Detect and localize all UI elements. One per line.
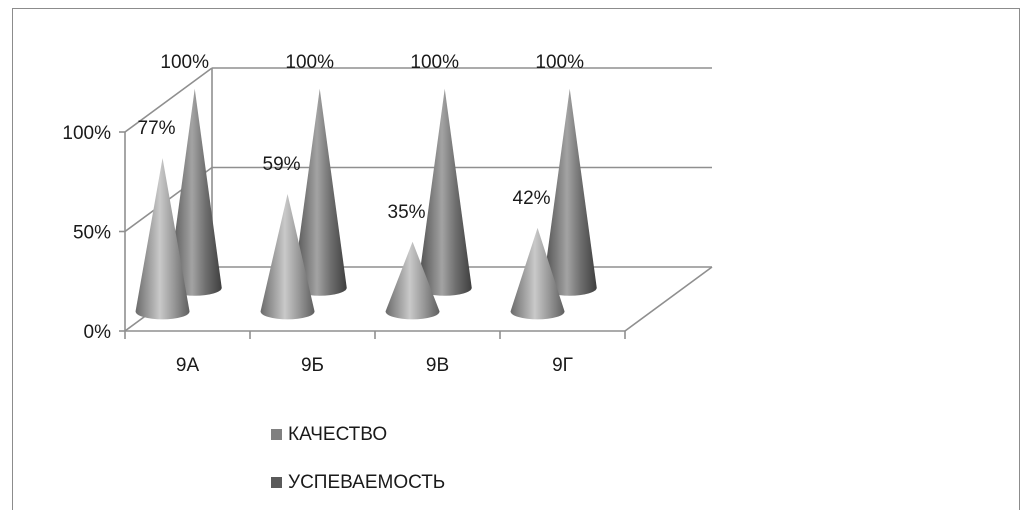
legend-swatch: [271, 477, 282, 488]
y-tick-label: 100%: [62, 123, 111, 144]
data-label: 77%: [138, 118, 176, 139]
legend-swatch: [271, 429, 282, 440]
legend-label: УСПЕВАЕМОСТЬ: [288, 472, 445, 493]
x-tick-label: 9А: [176, 355, 200, 376]
data-label: 35%: [388, 202, 426, 223]
performance-cone: [292, 88, 347, 296]
data-label: 100%: [160, 52, 209, 73]
performance-cone: [167, 88, 222, 296]
data-label: 100%: [285, 52, 334, 73]
x-tick-label: 9В: [426, 355, 449, 376]
performance-cone: [542, 88, 597, 296]
wall-gridline: [124, 67, 213, 133]
data-label: 59%: [263, 154, 301, 175]
chart-frame: [12, 8, 1020, 510]
quality-cone: [260, 193, 315, 320]
quality-cone: [135, 158, 190, 320]
data-label: 100%: [535, 52, 584, 73]
y-tick-label: 50%: [73, 223, 111, 244]
quality-cone: [385, 241, 440, 320]
floor-edge: [624, 266, 713, 332]
legend-label: КАЧЕСТВО: [288, 424, 387, 445]
x-tick-label: 9Б: [301, 355, 324, 376]
data-label: 42%: [513, 188, 551, 209]
performance-cone: [417, 88, 472, 296]
x-tick-label: 9Г: [552, 355, 573, 376]
y-tick-label: 0%: [84, 322, 112, 343]
quality-cone: [510, 227, 565, 320]
data-label: 100%: [410, 52, 459, 73]
